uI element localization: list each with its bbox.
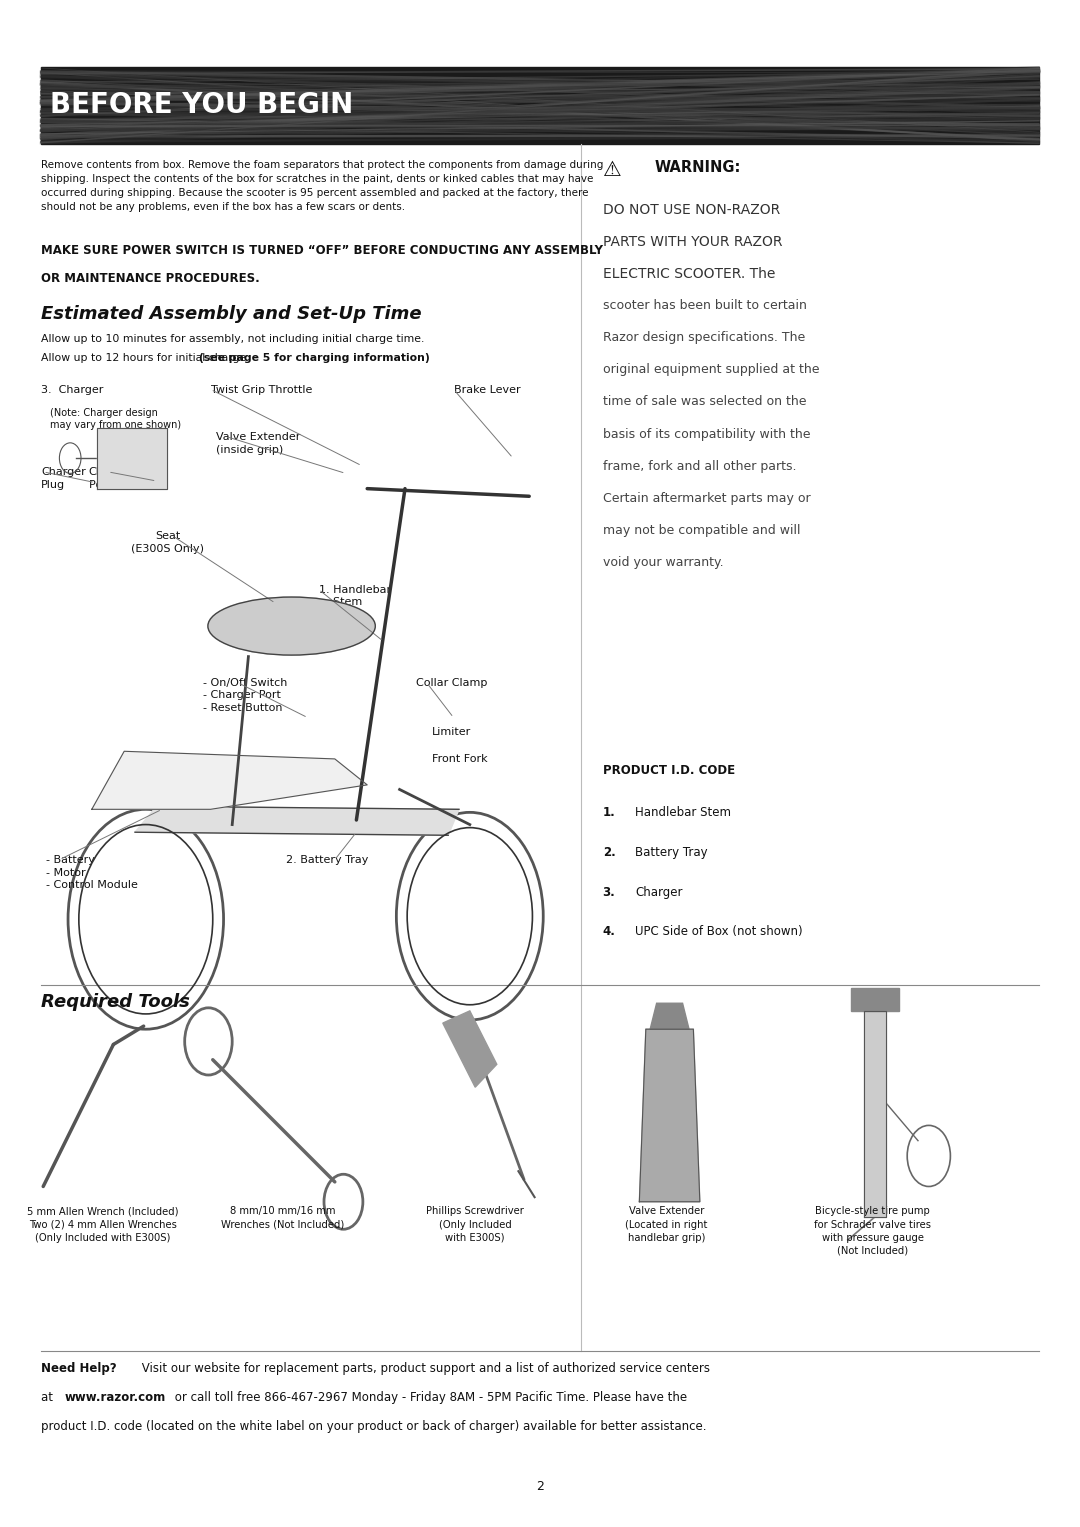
Text: Allow up to 10 minutes for assembly, not including initial charge time.: Allow up to 10 minutes for assembly, not… bbox=[41, 334, 424, 345]
Text: - Battery
- Motor
- Control Module: - Battery - Motor - Control Module bbox=[46, 855, 138, 890]
Text: ELECTRIC SCOOTER. The: ELECTRIC SCOOTER. The bbox=[603, 267, 775, 281]
Text: Twist Grip Throttle: Twist Grip Throttle bbox=[211, 385, 312, 395]
Text: Phillips Screwdriver
(Only Included
with E300S): Phillips Screwdriver (Only Included with… bbox=[427, 1206, 524, 1243]
Text: 4.: 4. bbox=[603, 925, 616, 939]
Text: Visit our website for replacement parts, product support and a list of authorize: Visit our website for replacement parts,… bbox=[138, 1362, 711, 1376]
Text: (see page 5 for charging information): (see page 5 for charging information) bbox=[199, 353, 430, 363]
Text: or call toll free 866-467-2967 Monday - Friday 8AM - 5PM Pacific Time. Please ha: or call toll free 866-467-2967 Monday - … bbox=[171, 1391, 687, 1405]
Text: 5 mm Allen Wrench (Included)
Two (2) 4 mm Allen Wrenches
(Only Included with E30: 5 mm Allen Wrench (Included) Two (2) 4 m… bbox=[27, 1206, 178, 1243]
Text: Seat
(E300S Only): Seat (E300S Only) bbox=[131, 531, 204, 554]
Text: Remove contents from box. Remove the foam separators that protect the components: Remove contents from box. Remove the foa… bbox=[41, 160, 604, 212]
Text: Charger: Charger bbox=[635, 886, 683, 899]
Text: DO NOT USE NON-RAZOR: DO NOT USE NON-RAZOR bbox=[603, 203, 780, 217]
Text: Need Help?: Need Help? bbox=[41, 1362, 117, 1376]
Text: Collar Clamp: Collar Clamp bbox=[416, 678, 487, 689]
Text: Bicycle-style tire pump
for Schrader valve tires
with pressure gauge
(Not Includ: Bicycle-style tire pump for Schrader val… bbox=[814, 1206, 931, 1255]
Text: 2. Battery Tray: 2. Battery Tray bbox=[286, 855, 368, 866]
Text: UPC Side of Box (not shown): UPC Side of Box (not shown) bbox=[635, 925, 802, 939]
Text: void your warranty.: void your warranty. bbox=[603, 556, 724, 570]
Text: 8 mm/10 mm/16 mm
Wrenches (Not Included): 8 mm/10 mm/16 mm Wrenches (Not Included) bbox=[221, 1206, 345, 1229]
Text: Allow up to 12 hours for initial charge: Allow up to 12 hours for initial charge bbox=[41, 353, 249, 363]
Text: 3.  Charger: 3. Charger bbox=[41, 385, 104, 395]
Text: Limiter: Limiter bbox=[432, 727, 471, 738]
Text: 3.: 3. bbox=[603, 886, 616, 899]
Polygon shape bbox=[650, 1003, 689, 1029]
Text: Handlebar Stem: Handlebar Stem bbox=[635, 806, 731, 820]
Text: frame, fork and all other parts.: frame, fork and all other parts. bbox=[603, 460, 796, 473]
Text: Certain aftermarket parts may or: Certain aftermarket parts may or bbox=[603, 492, 810, 505]
Text: may not be compatible and will: may not be compatible and will bbox=[603, 524, 800, 538]
Text: 2.: 2. bbox=[603, 846, 616, 860]
Text: Estimated Assembly and Set-Up Time: Estimated Assembly and Set-Up Time bbox=[41, 305, 421, 324]
Text: basis of its compatibility with the: basis of its compatibility with the bbox=[603, 428, 810, 441]
Text: Front Fork: Front Fork bbox=[432, 754, 488, 765]
Text: Required Tools: Required Tools bbox=[41, 993, 190, 1011]
Text: Razor design specifications. The: Razor design specifications. The bbox=[603, 331, 805, 345]
Text: scooter has been built to certain: scooter has been built to certain bbox=[603, 299, 807, 313]
Polygon shape bbox=[851, 988, 899, 1011]
Text: 1. Handlebar
    Stem: 1. Handlebar Stem bbox=[319, 585, 391, 608]
Bar bbox=[97, 428, 167, 489]
Text: Battery Tray: Battery Tray bbox=[635, 846, 707, 860]
Bar bbox=[41, 67, 1039, 144]
Text: Valve Extender
(inside grip): Valve Extender (inside grip) bbox=[216, 432, 300, 455]
Text: Charger
Port End: Charger Port End bbox=[89, 467, 135, 490]
Text: at: at bbox=[41, 1391, 57, 1405]
Text: Charger
Plug: Charger Plug bbox=[41, 467, 85, 490]
Text: original equipment supplied at the: original equipment supplied at the bbox=[603, 363, 819, 377]
Ellipse shape bbox=[208, 597, 376, 655]
Polygon shape bbox=[135, 806, 459, 835]
Text: PARTS WITH YOUR RAZOR: PARTS WITH YOUR RAZOR bbox=[603, 235, 782, 249]
Text: time of sale was selected on the: time of sale was selected on the bbox=[603, 395, 806, 409]
Text: BEFORE YOU BEGIN: BEFORE YOU BEGIN bbox=[50, 92, 353, 119]
Text: Brake Lever: Brake Lever bbox=[454, 385, 521, 395]
Text: ⚠: ⚠ bbox=[603, 160, 621, 180]
Text: MAKE SURE POWER SWITCH IS TURNED “OFF” BEFORE CONDUCTING ANY ASSEMBLY: MAKE SURE POWER SWITCH IS TURNED “OFF” B… bbox=[41, 244, 603, 258]
Polygon shape bbox=[639, 1029, 700, 1202]
Text: 2: 2 bbox=[536, 1480, 544, 1493]
Text: OR MAINTENANCE PROCEDURES.: OR MAINTENANCE PROCEDURES. bbox=[41, 272, 260, 286]
Polygon shape bbox=[443, 1011, 497, 1087]
Polygon shape bbox=[864, 1011, 886, 1217]
Text: Valve Extender
(Located in right
handlebar grip): Valve Extender (Located in right handleb… bbox=[625, 1206, 707, 1243]
Text: - On/Off Switch
- Charger Port
- Reset Button: - On/Off Switch - Charger Port - Reset B… bbox=[203, 678, 287, 713]
Text: www.razor.com: www.razor.com bbox=[65, 1391, 166, 1405]
Text: 1.: 1. bbox=[603, 806, 616, 820]
Text: product I.D. code (located on the white label on your product or back of charger: product I.D. code (located on the white … bbox=[41, 1420, 706, 1434]
Polygon shape bbox=[92, 751, 367, 809]
Text: WARNING:: WARNING: bbox=[654, 160, 741, 176]
Text: (Note: Charger design
may vary from one shown): (Note: Charger design may vary from one … bbox=[50, 408, 180, 431]
Text: PRODUCT I.D. CODE: PRODUCT I.D. CODE bbox=[603, 764, 734, 777]
